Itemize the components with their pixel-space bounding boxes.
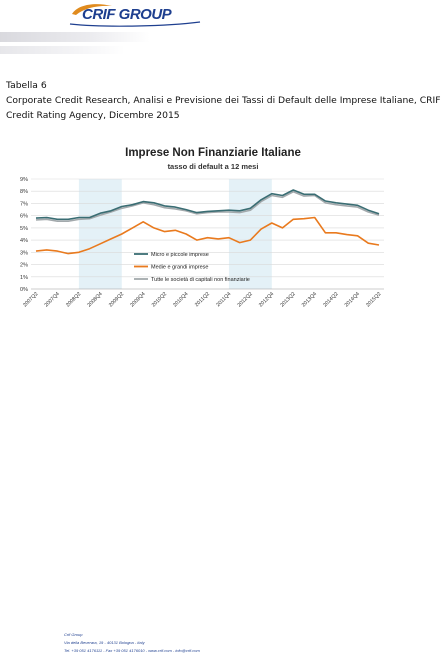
x-tick-label: 2011Q4 bbox=[215, 291, 232, 308]
x-tick-label: 2014Q2 bbox=[322, 291, 339, 308]
caption-line-2: Credit Rating Agency, Dicembre 2015 bbox=[6, 110, 180, 121]
x-tick-label: 2008Q4 bbox=[86, 291, 103, 308]
series-line-3 bbox=[35, 190, 380, 222]
y-tick-label: 7% bbox=[20, 201, 28, 207]
x-tick-label: 2010Q4 bbox=[172, 291, 189, 308]
y-tick-label: 1% bbox=[20, 275, 28, 281]
series-line-2 bbox=[35, 216, 380, 255]
y-tick-label: 3% bbox=[20, 250, 28, 256]
y-tick-label: 8% bbox=[20, 189, 28, 195]
footer: Crif Group Via della Beverara, 19 - 4013… bbox=[64, 632, 200, 656]
caption-line-1: Corporate Credit Research, Analisi e Pre… bbox=[6, 95, 441, 106]
x-tick-label: 2008Q2 bbox=[65, 291, 82, 308]
legend-label-2: Medie e grandi imprese bbox=[151, 265, 208, 271]
x-tick-label: 2013Q2 bbox=[279, 291, 296, 308]
y-tick-label: 2% bbox=[20, 263, 28, 269]
legend-label-1: Micro e piccole imprese bbox=[151, 252, 209, 258]
legend-label-3: Tutte le società di capitali non finanzi… bbox=[151, 277, 250, 283]
shaded-period-2 bbox=[228, 179, 272, 289]
x-tick-label: 2012Q2 bbox=[236, 291, 253, 308]
blurred-header-band-2 bbox=[0, 46, 125, 54]
logo-text: CRIF GROUP bbox=[82, 6, 172, 23]
y-tick-label: 6% bbox=[20, 214, 28, 220]
crif-logo: CRIF GROUP bbox=[68, 2, 208, 30]
footer-line-2: Via della Beverara, 19 - 40131 Bologna -… bbox=[64, 640, 145, 645]
footer-line-1: Crif Group bbox=[64, 632, 83, 637]
blurred-header-band bbox=[0, 32, 150, 42]
x-tick-label: 2015Q2 bbox=[365, 291, 382, 308]
x-tick-label: 2014Q4 bbox=[344, 291, 361, 308]
x-tick-label: 2009Q4 bbox=[129, 291, 146, 308]
logo-swoosh-icon bbox=[69, 4, 201, 27]
y-tick-label: 5% bbox=[20, 226, 28, 232]
chart-title: Imprese Non Finanziarie Italiane bbox=[125, 147, 301, 159]
chart-subtitle: tasso di default a 12 mesi bbox=[168, 162, 259, 171]
x-tick-label: 2012Q4 bbox=[258, 291, 275, 308]
x-tick-label: 2007Q2 bbox=[22, 291, 39, 308]
series-line-1 bbox=[35, 189, 380, 221]
shaded-period-1 bbox=[78, 179, 122, 289]
y-tick-label: 0% bbox=[20, 287, 28, 293]
x-tick-label: 2013Q4 bbox=[301, 291, 318, 308]
x-tick-label: 2009Q2 bbox=[108, 291, 125, 308]
caption-label: Tabella 6 bbox=[6, 80, 47, 91]
y-tick-label: 4% bbox=[20, 238, 28, 244]
table-caption: Tabella 6 Corporate Credit Research, Ana… bbox=[6, 78, 442, 123]
footer-line-3: Tel. +39 051 4176111 - Fax +39 051 41760… bbox=[64, 648, 200, 653]
x-tick-label: 2007Q4 bbox=[44, 291, 61, 308]
x-tick-label: 2011Q2 bbox=[194, 291, 211, 308]
y-tick-label: 9% bbox=[20, 177, 28, 183]
x-tick-label: 2010Q2 bbox=[151, 291, 168, 308]
default-rate-chart: Imprese Non Finanziarie Italiane tasso d… bbox=[20, 147, 384, 308]
